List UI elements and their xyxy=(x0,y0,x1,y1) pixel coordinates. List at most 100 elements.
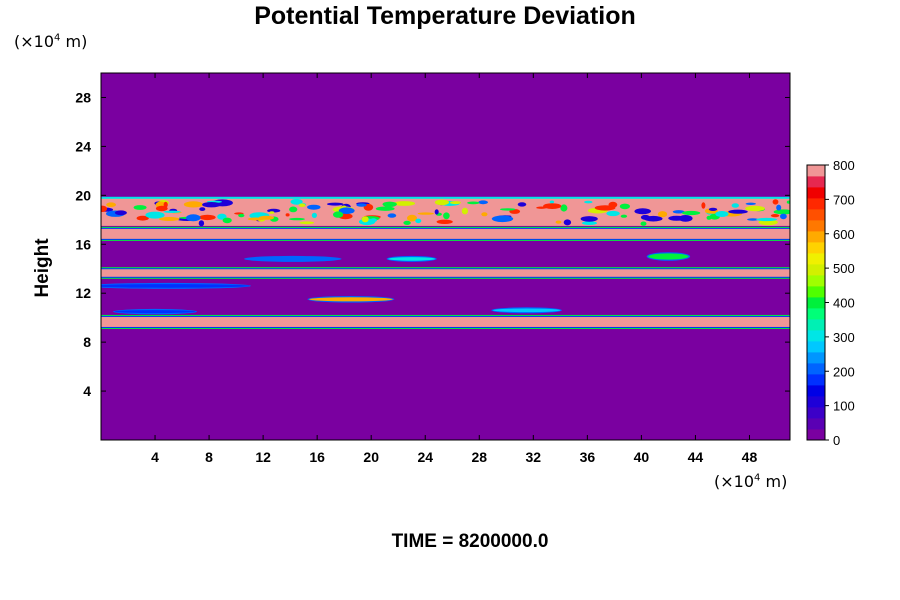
colorbar-segment xyxy=(807,429,825,441)
x-tick-label: 40 xyxy=(634,449,650,465)
turbulent-cell xyxy=(443,212,450,220)
turbulent-cell xyxy=(183,201,203,208)
colorbar-segment xyxy=(807,308,825,320)
anomaly-blob xyxy=(492,308,561,313)
x-axis: 4 8 12 16 20 24 28 32 36 40 44 48 xyxy=(151,73,757,465)
turbulent-cell xyxy=(393,201,416,206)
colorbar-tick-label: 300 xyxy=(833,330,855,345)
turbulent-cell xyxy=(584,200,593,204)
colorbar-segment xyxy=(807,297,825,309)
colorbar-segment xyxy=(807,264,825,276)
turbulent-cell xyxy=(238,213,245,218)
y-tick-label: 16 xyxy=(75,236,91,252)
turbulent-cell xyxy=(133,205,147,210)
chart-title: Potential Temperature Deviation xyxy=(254,2,636,30)
turbulent-cell xyxy=(773,209,790,215)
colorbar-tick-label: 100 xyxy=(833,399,855,414)
y-tick-label: 28 xyxy=(75,89,91,105)
x-tick-label: 8 xyxy=(205,449,213,465)
band xyxy=(101,228,790,239)
turbulent-cell xyxy=(387,213,397,218)
turbulent-cell xyxy=(285,213,290,217)
turbulent-cell xyxy=(708,207,718,211)
plot-frame xyxy=(100,72,791,441)
colorbar-segment xyxy=(807,275,825,287)
turbulent-cell xyxy=(163,201,168,208)
turbulent-cell xyxy=(311,212,317,218)
turbulent-cell xyxy=(745,205,765,212)
colorbar-segment xyxy=(807,374,825,386)
turbulent-cell xyxy=(407,214,417,222)
turbulent-cell xyxy=(776,204,782,211)
x-tick-label: 4 xyxy=(151,449,159,465)
y-unit-label: (×104 m) xyxy=(14,32,88,51)
turbulent-cell xyxy=(715,211,729,217)
turbulent-cell xyxy=(756,217,777,222)
turbulent-cell xyxy=(770,214,780,218)
x-tick-label: 48 xyxy=(742,449,758,465)
colorbar-segment xyxy=(807,220,825,232)
anomaly-blob xyxy=(245,257,341,261)
y-tick-label: 20 xyxy=(75,187,91,203)
anomaly-blob xyxy=(648,253,689,260)
turbulent-cell xyxy=(289,206,298,213)
colorbar-tick-label: 700 xyxy=(833,192,855,207)
colorbar-segment xyxy=(807,407,825,419)
colorbar-tick-label: 600 xyxy=(833,227,855,242)
turbulent-cell xyxy=(747,218,759,221)
time-label: TIME = 8200000.0 xyxy=(391,531,549,552)
x-tick-label: 44 xyxy=(688,449,704,465)
turbulent-cell xyxy=(560,204,568,212)
y-tick-label: 24 xyxy=(75,138,91,154)
turbulent-cell xyxy=(563,219,572,226)
turbulent-cell xyxy=(672,210,685,214)
turbulent-cell xyxy=(298,203,306,207)
colorbar-tick-label: 500 xyxy=(833,261,855,276)
turbulent-cell xyxy=(780,213,787,220)
colorbar-segment xyxy=(807,396,825,408)
turbulent-cell xyxy=(517,202,527,207)
x-tick-label: 32 xyxy=(526,449,542,465)
turbulent-cell xyxy=(163,210,181,213)
turbulent-cell xyxy=(668,215,685,221)
turbulent-cell xyxy=(491,215,514,223)
turbulent-cell xyxy=(222,217,232,224)
turbulent-cell xyxy=(731,203,739,208)
turbulent-cell xyxy=(307,204,321,210)
turbulent-cell xyxy=(289,217,305,221)
colorbar-segment xyxy=(807,385,825,397)
turbulent-cell xyxy=(382,201,397,207)
colorbar-tick-label: 200 xyxy=(833,364,855,379)
turbulent-cell xyxy=(772,199,779,205)
band xyxy=(101,316,790,327)
y-axis: 4 8 12 16 20 24 28 xyxy=(75,89,790,399)
colorbar-tick-label: 0 xyxy=(833,433,840,448)
turbulent-cell xyxy=(338,207,355,214)
turbulent-cell xyxy=(619,203,631,210)
turbulent-cell xyxy=(644,215,663,222)
colorbar-segment xyxy=(807,418,825,430)
colorbar-segment xyxy=(807,319,825,331)
y-tick-label: 4 xyxy=(83,383,91,399)
colorbar-segment xyxy=(807,253,825,265)
colorbar-segment xyxy=(807,231,825,243)
anomaly-blob xyxy=(114,310,196,314)
turbulent-cell xyxy=(745,202,756,205)
turbulent-cell xyxy=(199,207,206,212)
turbulent-cell xyxy=(199,214,216,221)
x-tick-label: 28 xyxy=(471,449,487,465)
turbulent-cell xyxy=(478,200,488,205)
turbulent-cell xyxy=(106,202,116,207)
turbulent-cell xyxy=(481,212,488,217)
turbulent-cell xyxy=(299,221,315,225)
x-tick-label: 20 xyxy=(363,449,379,465)
colorbar-segment xyxy=(807,209,825,221)
x-tick-label: 16 xyxy=(309,449,325,465)
turbulent-cell xyxy=(620,214,628,218)
turbulent-cell xyxy=(198,220,205,227)
anomaly-blob xyxy=(388,257,436,261)
turbulent-cell xyxy=(145,211,165,219)
turbulent-cell xyxy=(114,210,127,216)
turbulent-cell xyxy=(434,209,439,215)
